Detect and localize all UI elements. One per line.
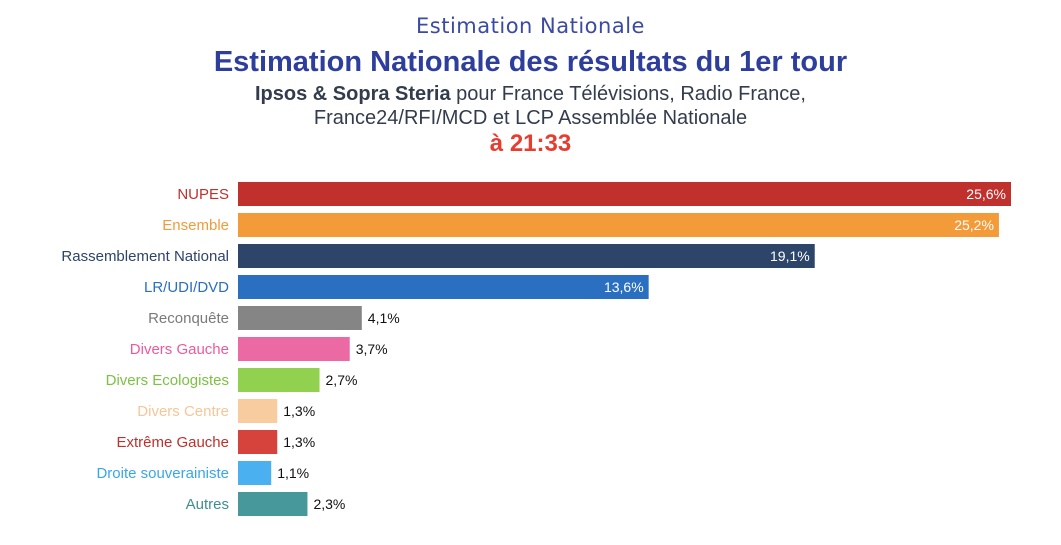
category-label: Rassemblement National: [61, 248, 229, 265]
value-label: 19,1%: [770, 248, 810, 264]
top-label: Estimation Nationale: [416, 14, 645, 38]
subtitle-line-2: France24/RFI/MCD et LCP Assemblée Nation…: [313, 107, 748, 129]
value-label: 25,2%: [954, 217, 994, 233]
subtitle-line-1: Ipsos & Sopra Steria pour France Télévis…: [0, 82, 1061, 106]
bar: [238, 492, 308, 516]
bar: [238, 337, 350, 361]
category-label: Autres: [186, 496, 229, 513]
bar: [238, 244, 815, 268]
bar: [238, 399, 278, 423]
bar: [238, 275, 649, 299]
estimate-time: à 21:33: [489, 130, 572, 157]
value-label: 25,6%: [966, 186, 1006, 202]
value-label: 1,3%: [283, 434, 315, 450]
bar: [238, 306, 362, 330]
bar: [238, 182, 1011, 206]
category-label: Ensemble: [162, 217, 229, 234]
bar: [238, 368, 320, 392]
value-label: 2,7%: [326, 372, 358, 388]
category-label: LR/UDI/DVD: [144, 279, 229, 296]
value-label: 2,3%: [313, 496, 345, 512]
value-label: 1,3%: [283, 403, 315, 419]
value-label: 4,1%: [368, 310, 400, 326]
value-label: 3,7%: [356, 341, 388, 357]
category-label: NUPES: [177, 186, 229, 203]
value-label: 1,1%: [277, 465, 309, 481]
value-label: 13,6%: [604, 279, 644, 295]
category-label: Divers Ecologistes: [106, 372, 229, 389]
subtitle-clients: pour France Télévisions, Radio France,: [450, 83, 806, 105]
category-label: Reconquête: [148, 310, 229, 327]
bar: [238, 430, 278, 454]
category-label: Divers Gauche: [130, 341, 229, 358]
chart-subtitle: Ipsos & Sopra Steria pour France Télévis…: [0, 82, 1061, 130]
bar: [238, 461, 272, 485]
bar: [238, 213, 999, 237]
category-label: Divers Centre: [137, 403, 229, 420]
subtitle-source: Ipsos & Sopra Steria: [255, 83, 451, 105]
chart-title: Estimation Nationale des résultats du 1e…: [213, 46, 848, 78]
category-label: Extrême Gauche: [116, 434, 229, 451]
category-label: Droite souverainiste: [96, 465, 229, 482]
